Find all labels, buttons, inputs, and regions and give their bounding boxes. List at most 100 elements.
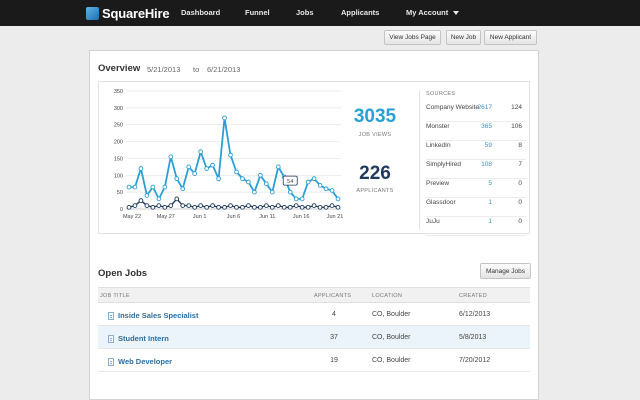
applicants-data-point [269, 204, 275, 210]
applicants-data-point [311, 203, 317, 208]
row-divider [426, 159, 526, 160]
views-data-point [287, 189, 293, 195]
new-job-button[interactable]: New Job [446, 30, 481, 45]
manage-jobs-button[interactable]: Manage Jobs [480, 263, 531, 279]
source-name: Monster [426, 123, 450, 130]
applicants-data-point [252, 204, 257, 210]
job-title-link[interactable]: Student Intern [108, 334, 169, 343]
app-logo[interactable]: SquareHire [86, 5, 170, 21]
views-data-point [299, 196, 305, 202]
nav-funnel[interactable]: Funnel [245, 8, 270, 17]
source-row: Preview 5 0 [426, 180, 526, 198]
applicants-data-point [204, 204, 209, 210]
source-name: JuJu [426, 218, 440, 225]
col-created[interactable]: CREATED [459, 293, 487, 299]
views-data-point [222, 115, 227, 121]
logo-icon [86, 6, 99, 20]
view-jobs-page-button[interactable]: View Jobs Page [384, 30, 441, 45]
job-views-label: JOB VIEWS [358, 132, 392, 138]
source-applicants: 0 [518, 218, 522, 225]
applicants-data-point [192, 204, 198, 210]
row-divider [426, 197, 526, 198]
jobs-table-header: JOB TITLE APPLICANTS LOCATION CREATED [98, 287, 530, 303]
col-location[interactable]: LOCATION [372, 293, 403, 299]
source-name: Preview [426, 180, 450, 187]
views-data-point [144, 193, 150, 198]
source-views-link[interactable]: 59 [484, 142, 492, 149]
source-applicants: 106 [511, 123, 522, 130]
row-divider [426, 140, 526, 141]
nav-my-account[interactable]: My Account [406, 8, 460, 17]
applicants-data-point [293, 203, 299, 208]
applicants-data-point [198, 203, 204, 208]
sources-header: SOURCES [426, 91, 456, 97]
chevron-down-icon [453, 11, 460, 16]
x-tick-label: Jun 11 [259, 214, 275, 220]
source-views-link[interactable]: 365 [481, 123, 492, 130]
nav-dashboard[interactable]: Dashboard [181, 8, 221, 17]
table-row[interactable]: Student Intern 37 CO, Boulder 5/8/2013 [98, 326, 530, 349]
views-data-point [317, 183, 323, 188]
applicants-data-point [246, 203, 251, 208]
applicants-label: APPLICANTS [356, 188, 394, 194]
views-data-point [198, 149, 204, 155]
job-location: CO, Boulder [372, 334, 411, 341]
applicants-data-point [126, 204, 132, 210]
source-row: LinkedIn 59 8 [426, 142, 526, 160]
row-divider [426, 216, 526, 217]
source-views-link[interactable]: 1 [488, 199, 492, 206]
source-views-link[interactable]: 2617 [477, 104, 492, 111]
nav-applicants[interactable]: Applicants [341, 8, 380, 17]
nav-jobs[interactable]: Jobs [296, 8, 314, 17]
open-jobs-title: Open Jobs [98, 268, 148, 279]
source-name: LinkedIn [426, 142, 451, 149]
sources-divider [419, 90, 420, 230]
row-divider [426, 121, 526, 122]
app-name: SquareHire [102, 5, 170, 21]
views-data-point [138, 166, 144, 171]
views-data-point [186, 164, 192, 170]
job-created: 7/20/2012 [459, 357, 491, 364]
table-row[interactable]: Inside Sales Specialist 4 CO, Boulder 6/12/… [98, 303, 530, 326]
date-to[interactable]: 6/21/2013 [207, 65, 241, 74]
x-tick-label: Jun 21 [327, 214, 344, 220]
date-from[interactable]: 5/21/2013 [147, 65, 181, 74]
source-name: SimplyHired [426, 161, 462, 168]
new-applicant-button[interactable]: New Applicant [484, 30, 537, 45]
views-data-point [234, 169, 239, 175]
views-data-point [305, 179, 311, 185]
applicants-count: 226 [359, 163, 391, 184]
applicants-data-point [335, 204, 341, 210]
views-data-point [210, 162, 215, 168]
source-name: Company Website [426, 104, 479, 111]
source-row: Monster 365 106 [426, 123, 526, 141]
views-data-point [192, 171, 198, 176]
source-views-link[interactable]: 5 [488, 180, 492, 187]
views-data-point [275, 164, 281, 170]
y-tick-label: 100 [114, 173, 123, 179]
top-navbar: SquareHire Dashboard Funnel Jobs Applica… [0, 0, 640, 26]
document-icon [108, 334, 114, 343]
views-data-point [335, 196, 341, 202]
views-data-point [180, 186, 186, 192]
source-applicants: 124 [511, 104, 522, 111]
col-job-title[interactable]: JOB TITLE [100, 293, 130, 299]
job-applicants: 37 [330, 334, 338, 341]
my-account-label: My Account [406, 8, 449, 17]
applicants-data-point [228, 203, 233, 208]
overview-stats: 0 50 100 150 200 250 300 350 May 22 May 27 Jun 1 Ju… [98, 81, 530, 236]
source-views-link[interactable]: 1 [488, 218, 492, 225]
col-applicants[interactable]: APPLICANTS [314, 293, 352, 299]
applicants-data-point [156, 203, 162, 208]
job-title-link[interactable]: Inside Sales Specialist [108, 311, 198, 320]
applicants-data-point [240, 204, 245, 210]
y-tick-label: 150 [114, 156, 123, 162]
overview-title: Overview [98, 63, 141, 74]
table-row[interactable]: Web Developer 19 CO, Boulder 7/20/2012 [98, 349, 530, 372]
views-data-point [329, 188, 335, 193]
job-title-link[interactable]: Web Developer [108, 357, 172, 366]
source-row: Company Website 2617 124 [426, 104, 526, 122]
job-location: CO, Boulder [372, 357, 411, 364]
x-tick-label: Jun 6 [227, 214, 240, 220]
source-views-link[interactable]: 108 [481, 161, 492, 168]
